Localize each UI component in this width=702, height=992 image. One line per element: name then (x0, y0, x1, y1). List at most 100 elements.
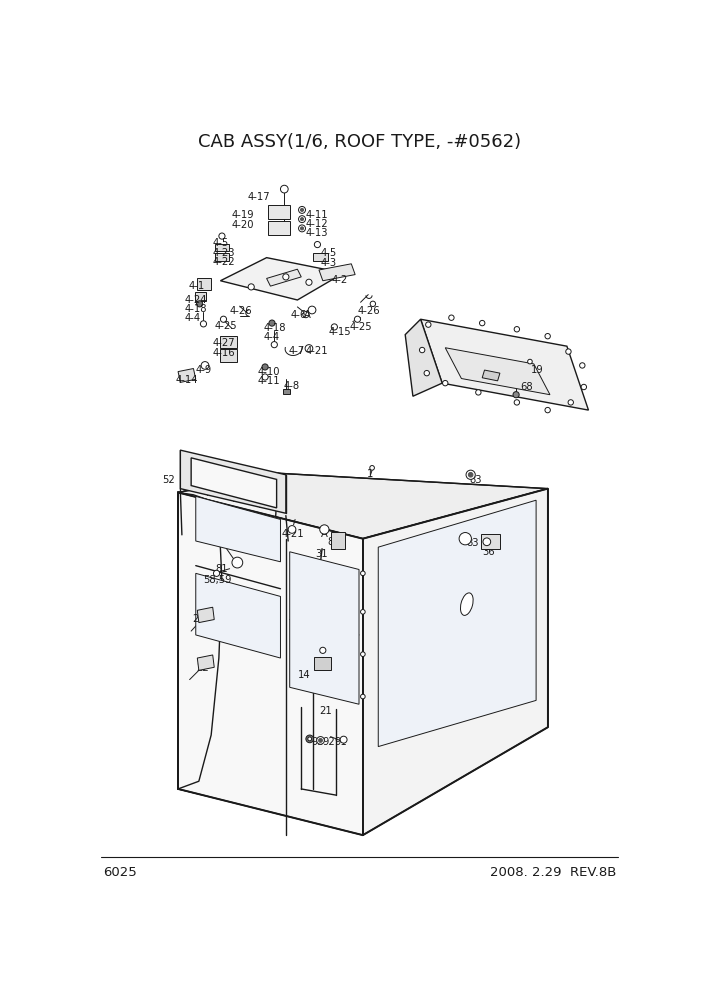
Polygon shape (378, 500, 536, 747)
Text: 4-3: 4-3 (321, 258, 337, 268)
Circle shape (424, 370, 430, 376)
Text: 4-18: 4-18 (185, 304, 208, 313)
Circle shape (568, 400, 574, 405)
Text: CAB ASSY(1/6, ROOF TYPE, -#0562): CAB ASSY(1/6, ROOF TYPE, -#0562) (198, 133, 522, 151)
Text: 84: 84 (327, 537, 340, 548)
Text: 4-15: 4-15 (329, 327, 351, 337)
Text: 4-4: 4-4 (263, 332, 279, 342)
Bar (220, 349, 237, 362)
Circle shape (213, 570, 220, 576)
Bar (313, 253, 329, 262)
Circle shape (248, 284, 254, 290)
Circle shape (355, 316, 361, 322)
Bar (197, 278, 211, 290)
Circle shape (307, 737, 312, 741)
Circle shape (314, 241, 321, 248)
Polygon shape (197, 607, 214, 623)
Text: A: A (305, 310, 311, 320)
Polygon shape (196, 573, 281, 658)
Text: 4-19: 4-19 (232, 210, 255, 220)
Circle shape (298, 206, 305, 213)
Text: 93: 93 (311, 737, 324, 747)
Circle shape (420, 347, 425, 353)
Text: 83: 83 (467, 538, 479, 548)
Polygon shape (178, 492, 363, 835)
Polygon shape (197, 655, 214, 671)
Text: A: A (321, 529, 327, 539)
Text: 21: 21 (319, 705, 332, 716)
Text: 4-9: 4-9 (196, 365, 212, 375)
Polygon shape (267, 269, 301, 286)
Circle shape (319, 738, 322, 742)
Circle shape (269, 320, 275, 326)
Text: 19: 19 (531, 365, 543, 375)
Circle shape (281, 186, 288, 193)
Text: 4-8: 4-8 (284, 381, 300, 391)
Text: 22: 22 (192, 614, 205, 624)
Circle shape (300, 208, 303, 211)
Polygon shape (405, 319, 442, 396)
Text: 4-2: 4-2 (332, 275, 348, 285)
Text: 4-16: 4-16 (213, 348, 235, 358)
Bar (481, 534, 500, 550)
Circle shape (300, 227, 303, 230)
Bar (220, 336, 237, 348)
Text: 91: 91 (334, 737, 347, 747)
Circle shape (425, 322, 431, 327)
Text: 4-11: 4-11 (258, 376, 280, 386)
Text: 4-11: 4-11 (305, 210, 328, 220)
Text: 4-18: 4-18 (263, 323, 286, 333)
Circle shape (200, 320, 206, 327)
Bar (268, 205, 290, 219)
Text: 6025: 6025 (103, 866, 137, 879)
Circle shape (308, 307, 316, 313)
Circle shape (370, 302, 376, 307)
Circle shape (566, 349, 571, 354)
Circle shape (283, 274, 289, 280)
Text: 4-24: 4-24 (185, 295, 208, 305)
Text: 31: 31 (315, 549, 328, 558)
Ellipse shape (461, 593, 473, 615)
Text: 4-6: 4-6 (291, 310, 307, 320)
Circle shape (361, 694, 365, 698)
Circle shape (528, 359, 532, 364)
Circle shape (581, 384, 587, 390)
Circle shape (298, 225, 305, 232)
Polygon shape (363, 489, 548, 835)
Circle shape (479, 320, 485, 325)
Circle shape (545, 333, 550, 339)
Text: 4-26: 4-26 (357, 307, 380, 316)
Circle shape (319, 525, 329, 534)
Polygon shape (191, 458, 277, 508)
Circle shape (306, 735, 314, 743)
Text: 4-21: 4-21 (305, 346, 328, 356)
Bar (331, 532, 345, 549)
Text: 4-22: 4-22 (213, 257, 235, 267)
Text: 22: 22 (196, 663, 208, 673)
Circle shape (303, 311, 309, 317)
Text: 14: 14 (298, 671, 311, 681)
Polygon shape (482, 370, 500, 381)
Circle shape (232, 558, 243, 568)
Circle shape (513, 392, 519, 398)
Text: 4-10: 4-10 (258, 367, 280, 377)
Polygon shape (178, 473, 278, 808)
Bar (195, 292, 206, 301)
Text: 83: 83 (469, 475, 482, 485)
Text: 4-7: 4-7 (288, 346, 305, 356)
Text: 4-23: 4-23 (213, 248, 235, 258)
Text: 2008. 2.29  REV.8B: 2008. 2.29 REV.8B (490, 866, 616, 879)
Text: 4-17: 4-17 (247, 192, 270, 202)
Circle shape (219, 233, 225, 239)
Text: 52: 52 (163, 475, 176, 485)
Circle shape (305, 344, 313, 352)
Circle shape (476, 390, 481, 395)
Circle shape (580, 363, 585, 368)
Circle shape (545, 408, 550, 413)
Circle shape (298, 215, 305, 222)
Circle shape (468, 472, 473, 477)
Polygon shape (178, 473, 548, 539)
Bar (215, 244, 229, 252)
Bar (268, 220, 290, 234)
Circle shape (331, 323, 338, 330)
